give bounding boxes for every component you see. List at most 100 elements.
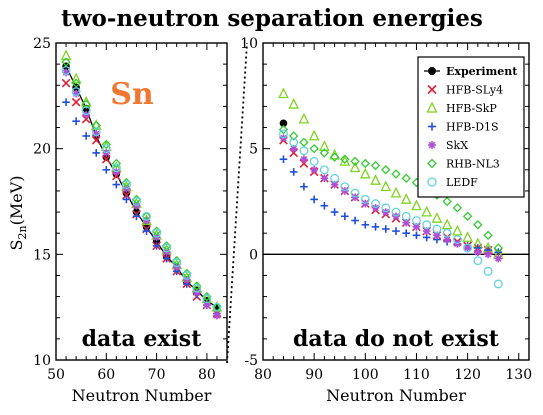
legend-marker-skx: [428, 141, 436, 149]
right-point-ledf: [483, 266, 493, 276]
left-point-hfb-skp: [60, 49, 72, 61]
right-panel: 80 90 100 110 120 130 -5 0 5 10 Neutron Number data…: [240, 36, 532, 405]
right-point-rhb-nl3: [391, 169, 401, 179]
left-point-ledf: [152, 228, 162, 238]
right-point-hfb-d1s: [310, 195, 318, 204]
right-point-rhb-nl3: [473, 220, 483, 230]
legend-item-rhb-nl3: RHB-NL3: [427, 158, 500, 171]
legend-marker-hfb-sly4: [427, 84, 437, 95]
left-point-ledf: [61, 66, 71, 75]
left-point-hfb-d1s: [122, 195, 131, 204]
legend-marker-hfb-skp: [426, 101, 438, 113]
right-point-skx: [474, 248, 482, 257]
left-point-hfb-d1s: [132, 212, 141, 221]
left-y-tick-label: 15: [33, 247, 51, 263]
left-point-hfb-sly4: [61, 78, 71, 88]
left-y-tick-label: 10: [33, 353, 51, 369]
left-point-hfb-skp: [70, 72, 82, 84]
legend-item-ledf: LEDF: [427, 176, 478, 189]
right-point-rhb-nl3: [350, 156, 360, 167]
right-point-hfb-skp: [349, 161, 361, 173]
right-point-rhb-nl3: [309, 143, 319, 154]
right-point-rhb-nl3: [319, 148, 330, 158]
left-point-hfb-skp: [80, 95, 92, 107]
left-point-ledf: [212, 302, 222, 312]
right-point-ledf: [350, 188, 360, 198]
right-point-hfb-skp: [421, 205, 433, 217]
right-x-tick-label: 80: [254, 367, 272, 383]
right-x-tick-label: 110: [403, 367, 430, 383]
right-point-hfb-d1s: [300, 182, 308, 191]
right-point-skx: [494, 254, 503, 263]
right-point-rhb-nl3: [299, 137, 309, 148]
left-point-rhb-nl3: [91, 120, 101, 131]
right-point-rhb-nl3: [401, 173, 411, 183]
right-y-tick-label: 10: [240, 36, 258, 52]
left-x-axis-title: Neutron Number: [72, 386, 212, 405]
right-point-hfb-skp: [462, 231, 473, 242]
right-series-ledf: [279, 129, 503, 289]
right-point-rhb-nl3: [493, 243, 504, 253]
legend-label-hfb-d1s: HFB-D1S: [446, 121, 499, 134]
left-series-ledf: [61, 66, 222, 312]
right-series-rhb-nl3: [278, 124, 504, 253]
right-point-hfb-skp: [329, 148, 340, 160]
left-point-ledf: [172, 258, 182, 268]
right-point-ledf: [371, 199, 380, 209]
right-point-hfb-skp: [411, 199, 422, 211]
left-point-ledf: [91, 127, 101, 137]
right-point-ledf: [381, 203, 391, 213]
legend-marker-hfb-d1s: [428, 122, 436, 131]
right-point-ledf: [432, 224, 442, 234]
left-point-ledf: [121, 180, 131, 190]
legend-item-hfb-skp: HFB-SkP: [426, 101, 497, 115]
left-y-tick-label: 20: [33, 142, 51, 158]
right-point-ledf: [412, 216, 421, 225]
right-point-ledf: [493, 279, 503, 289]
left-point-ledf: [111, 163, 121, 173]
right-point-rhb-nl3: [462, 211, 473, 222]
right-point-hfb-d1s: [371, 223, 380, 231]
legend: Experiment HFB-SLy4 HFB-SkP HFB-D1S SkX RHB-N…: [417, 56, 525, 198]
zoom-connector-top: [226, 42, 248, 364]
right-point-hfb-skp: [380, 180, 392, 192]
right-y-tick-label: 5: [249, 142, 258, 158]
left-annotation: data exist: [82, 326, 203, 352]
left-point-hfb-d1s: [142, 227, 151, 235]
y-axis-title-unit: (MeV): [7, 176, 26, 226]
left-point-ledf: [162, 243, 172, 253]
svg-text:S2n(MeV): S2n(MeV): [7, 176, 29, 251]
left-point-hfb-sly4: [91, 135, 101, 145]
right-annotation: data do not exist: [293, 326, 500, 352]
right-point-hfb-d1s: [381, 225, 390, 233]
legend-marker-rhb-nl3: [427, 158, 437, 169]
right-x-tick-label: 120: [454, 367, 481, 383]
right-x-axis-title: Neutron Number: [326, 386, 466, 405]
left-point-hfb-d1s: [82, 132, 90, 140]
right-x-tick-label: 90: [305, 367, 323, 383]
legend-label-experiment: Experiment: [446, 65, 518, 78]
right-point-ledf: [360, 194, 370, 204]
legend-label-skx: SkX: [446, 139, 468, 152]
legend-label-rhb-nl3: RHB-NL3: [446, 158, 500, 171]
left-point-hfb-sly4: [101, 154, 111, 164]
right-point-hfb-d1s: [330, 208, 339, 216]
right-point-hfb-d1s: [341, 212, 349, 221]
left-x-tick-label: 70: [148, 367, 166, 383]
right-point-hfb-d1s: [361, 220, 370, 229]
right-point-hfb-skp: [441, 218, 453, 230]
right-point-rhb-nl3: [452, 203, 463, 213]
right-point-rhb-nl3: [288, 131, 299, 141]
right-point-skx: [402, 218, 411, 227]
left-point-hfb-sly4: [71, 97, 81, 107]
left-panel: 50 60 70 80 10 15 20 25 Neutron Number data exist: [33, 36, 228, 405]
right-point-ledf: [289, 137, 299, 147]
right-point-ledf: [391, 207, 401, 217]
left-point-ledf: [71, 87, 81, 97]
right-point-hfb-skp: [452, 224, 463, 236]
figure-title: two-neutron separation energies: [61, 5, 483, 32]
legend-label-ledf: LEDF: [446, 176, 478, 189]
right-point-ledf: [442, 228, 452, 238]
right-point-hfb-d1s: [351, 216, 359, 225]
